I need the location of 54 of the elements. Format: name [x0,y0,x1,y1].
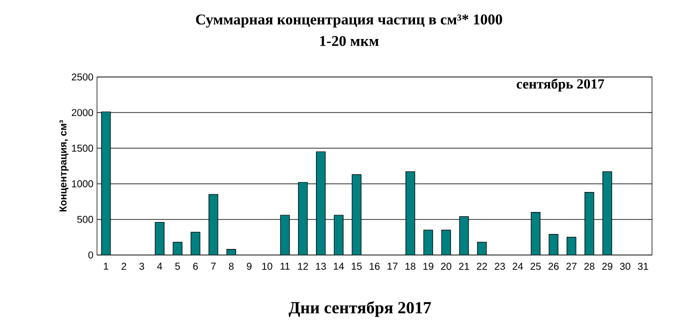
x-tick-label: 10 [262,262,272,270]
y-tick-label: 2500 [72,73,94,81]
x-tick-label: 2 [122,262,126,270]
x-tick-label: 9 [246,262,252,270]
annotation: сентябрь 2017 [516,78,604,92]
x-tick-label: 19 [423,262,434,270]
y-axis-title: Концентрация, см³ [59,120,68,212]
y-tick-label: 1000 [72,180,94,188]
y-tick-label: 1500 [72,144,94,152]
x-tick-label: 20 [441,262,452,270]
y-tick-label: 2000 [72,109,94,116]
x-tick-label: 6 [193,262,198,270]
x-tick-label: 23 [494,262,505,270]
chart-title: Суммарная концентрация частиц в см³* 1000 [196,14,502,28]
x-axis-title: Дни сентября 2017 [288,301,431,317]
bar [423,230,434,255]
x-tick-label: 4 [157,262,162,270]
x-tick-label: 16 [370,262,380,270]
bar [530,212,540,255]
x-tick-label: 15 [352,262,362,270]
x-tick-label: 25 [530,262,541,270]
x-tick-label: 17 [388,262,398,270]
x-tick-label: 13 [316,262,326,270]
bar [154,222,164,255]
x-tick-label: 11 [280,262,290,270]
x-tick-label: 18 [406,262,416,270]
x-tick-label: 28 [584,262,594,270]
x-tick-label: 31 [638,262,648,270]
bar [406,171,416,255]
y-tick-label: 500 [77,216,94,223]
bar [602,171,612,255]
x-tick-label: 12 [298,262,308,270]
x-tick-label: 14 [334,262,344,270]
x-tick-label: 21 [458,262,470,270]
x-tick-label: 24 [512,262,523,270]
x-tick-label: 7 [211,262,216,270]
bar [298,182,308,255]
bar [441,230,451,255]
chart-subtitle: 1-20 мкм [320,36,379,46]
x-tick-label: 29 [602,262,612,270]
x-tick-label: 27 [566,262,576,270]
x-tick-label: 8 [228,262,234,270]
x-tick-label: 3 [139,262,144,270]
bar [584,192,594,255]
x-tick-label: 1 [104,262,108,270]
bar [316,151,326,255]
bar [352,174,362,255]
y-tick-label: 0 [88,251,94,259]
bar [208,194,218,255]
x-tick-label: 30 [620,262,630,270]
bar [334,214,344,255]
x-tick-label: 5 [175,262,180,270]
x-tick-label: 22 [476,262,487,270]
x-tick-label: 26 [548,262,559,270]
